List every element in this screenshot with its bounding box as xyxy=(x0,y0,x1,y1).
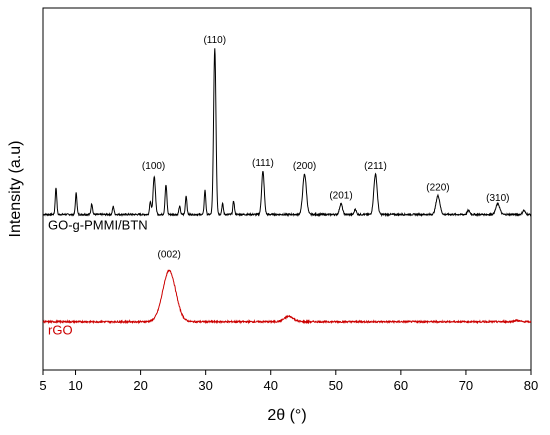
x-tick-label: 50 xyxy=(329,378,343,393)
peak-label: (002) xyxy=(158,249,181,260)
peak-label: (220) xyxy=(426,182,449,193)
x-axis-title: 2θ (°) xyxy=(267,407,306,424)
x-tick-label: 5 xyxy=(39,378,46,393)
series-label-rgo: rGO xyxy=(48,323,73,338)
y-axis-title: Intensity (a.u) xyxy=(7,141,24,238)
series-labels: GO-g-PMMI/BTN rGO xyxy=(48,217,148,337)
series-line-rgo xyxy=(42,269,532,325)
x-tick-label: 20 xyxy=(133,378,147,393)
x-tick-label: 70 xyxy=(459,378,473,393)
series-line-go-g-pmmi-btn xyxy=(42,48,532,218)
x-tick-label: 60 xyxy=(394,378,408,393)
x-tick-label: 40 xyxy=(263,378,277,393)
peak-label: (111) xyxy=(252,158,274,169)
peak-label: (201) xyxy=(329,190,352,201)
x-tick-label: 10 xyxy=(68,378,82,393)
x-tick-label: 80 xyxy=(524,378,538,393)
peak-label: (211) xyxy=(364,161,387,172)
x-axis-ticks: 5 10 20 30 40 50 60 70 80 xyxy=(39,370,538,393)
peak-label: (100) xyxy=(142,161,165,172)
peak-labels: (110) (100) (111) (200) (201) (211) (220) (310)… xyxy=(142,35,510,261)
peak-label: (110) xyxy=(203,35,226,46)
series-lines xyxy=(42,48,532,325)
series-label-go-g-pmmi-btn: GO-g-PMMI/BTN xyxy=(48,217,148,232)
peak-label: (310) xyxy=(486,193,509,204)
x-tick-label: 30 xyxy=(198,378,212,393)
peak-label: (200) xyxy=(293,161,316,172)
plot-frame xyxy=(42,7,532,371)
